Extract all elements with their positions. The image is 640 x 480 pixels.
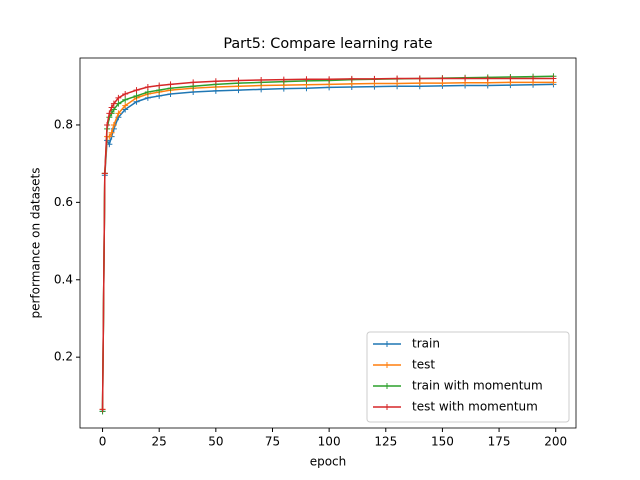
- x-tick-label: 125: [374, 435, 397, 449]
- y-tick-label: 0.8: [54, 117, 73, 131]
- point-marker: [122, 96, 129, 103]
- point-marker: [133, 92, 140, 99]
- legend-label: test with momentum: [412, 400, 538, 414]
- point-marker: [507, 75, 514, 82]
- point-marker: [550, 75, 557, 82]
- point-marker: [416, 75, 423, 82]
- point-marker: [108, 104, 115, 111]
- point-marker: [110, 121, 117, 128]
- legend-marker: [384, 362, 390, 368]
- legend-marker: [384, 341, 390, 347]
- point-marker: [110, 100, 117, 107]
- point-marker: [462, 75, 469, 82]
- x-tick-label: 150: [431, 435, 454, 449]
- point-marker: [326, 76, 333, 83]
- y-axis-label: performance on datasets: [29, 167, 43, 318]
- x-tick-label: 200: [544, 435, 567, 449]
- point-marker: [394, 75, 401, 82]
- point-marker: [104, 121, 111, 128]
- point-marker: [235, 77, 242, 84]
- point-marker: [144, 89, 151, 96]
- point-marker: [190, 79, 197, 86]
- point-marker: [212, 78, 219, 85]
- point-marker: [101, 170, 108, 177]
- point-marker: [530, 75, 537, 82]
- x-tick-label: 175: [488, 435, 511, 449]
- point-marker: [280, 76, 287, 83]
- point-marker: [303, 76, 310, 83]
- legend-marker: [384, 404, 390, 410]
- point-marker: [122, 102, 129, 109]
- x-tick-label: 100: [318, 435, 341, 449]
- point-marker: [258, 77, 265, 84]
- chart-title: Part5: Compare learning rate: [223, 36, 432, 52]
- point-marker: [156, 82, 163, 89]
- x-tick-label: 0: [99, 435, 107, 449]
- point-marker: [99, 406, 106, 413]
- point-marker: [144, 84, 151, 91]
- x-tick-label: 50: [208, 435, 223, 449]
- y-tick-label: 0.6: [54, 195, 73, 209]
- x-tick-label: 25: [152, 435, 167, 449]
- legend-label: train: [412, 337, 440, 351]
- point-marker: [115, 110, 122, 117]
- point-marker: [133, 87, 140, 94]
- point-marker: [371, 75, 378, 82]
- point-marker: [348, 75, 355, 82]
- point-marker: [106, 110, 113, 117]
- legend-label: test: [412, 358, 435, 372]
- point-marker: [439, 75, 446, 82]
- x-axis-label: epoch: [310, 455, 347, 469]
- plot-frame: [79, 57, 577, 429]
- point-marker: [122, 90, 129, 97]
- y-tick-label: 0.2: [54, 350, 73, 364]
- x-tick-label: 75: [265, 435, 280, 449]
- legend-box: [366, 331, 570, 423]
- point-marker: [115, 94, 122, 101]
- y-tick-label: 0.4: [54, 272, 73, 286]
- point-marker: [167, 81, 174, 88]
- legend: train test train with momentum test with mo…: [366, 331, 570, 423]
- point-marker: [484, 75, 491, 82]
- legend-label: train with momentum: [412, 379, 543, 393]
- point-marker: [108, 129, 115, 136]
- legend-marker: [384, 383, 390, 389]
